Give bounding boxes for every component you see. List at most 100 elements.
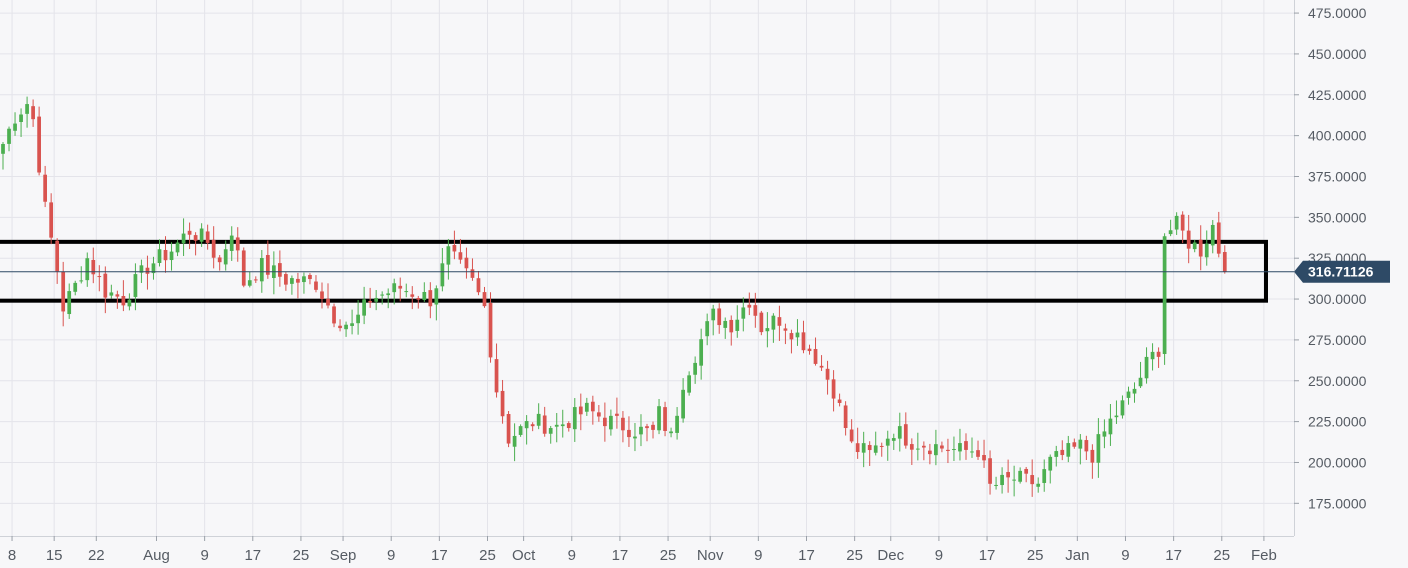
candle-up — [344, 324, 348, 330]
candle-up — [386, 293, 391, 296]
candle-down — [103, 273, 108, 298]
candle-up — [741, 307, 746, 319]
candle-up — [127, 299, 132, 307]
candle-up — [1114, 415, 1119, 418]
candle-up — [795, 332, 800, 338]
candle-up — [1096, 434, 1101, 463]
x-tick-label: 25 — [293, 547, 310, 563]
y-tick-label: 300.0000 — [1308, 291, 1367, 307]
candle-up — [1054, 451, 1059, 457]
candle-down — [506, 414, 511, 444]
candle-up — [952, 449, 956, 451]
candle-down — [145, 267, 150, 274]
candle-up — [1210, 224, 1215, 246]
candle-up — [223, 249, 228, 265]
candle-up — [199, 228, 204, 242]
candle-up — [633, 436, 637, 439]
x-tick-label: Sep — [330, 547, 357, 563]
candle-down — [578, 406, 583, 415]
candle-down — [819, 365, 824, 368]
candle-down — [1216, 222, 1221, 254]
candle-down — [1180, 214, 1185, 231]
candle-up — [1192, 242, 1197, 250]
x-tick-label: 9 — [568, 547, 576, 563]
candle-down — [1084, 440, 1089, 452]
candle-up — [572, 407, 577, 430]
candle-down — [590, 401, 595, 412]
candle-down — [849, 429, 854, 442]
candle-down — [193, 235, 198, 241]
candle-up — [1132, 388, 1137, 394]
candle-up — [302, 276, 306, 283]
candle-down — [55, 240, 60, 272]
candle-down — [789, 333, 794, 340]
candle-up — [548, 428, 553, 434]
candle-up — [1066, 443, 1071, 457]
y-tick-label: 375.0000 — [1308, 168, 1367, 184]
candle-down — [1024, 468, 1029, 474]
candle-up — [169, 251, 174, 261]
candle-down — [416, 297, 421, 300]
x-tick-label: Dec — [877, 547, 904, 563]
candle-up — [109, 292, 114, 296]
x-tick-label: Aug — [143, 547, 170, 563]
x-axis: 8 15 22 Aug 9 17 25 Sep 9 17 25 Oct 9 17 25 Nov 9 17 25 Dec… — [0, 536, 1294, 564]
candle-down — [458, 252, 463, 260]
candle-up — [79, 280, 84, 282]
candle-up — [1162, 236, 1167, 354]
candle-down — [1030, 475, 1035, 485]
candle-up — [861, 443, 866, 453]
x-tick-label: 9 — [1121, 547, 1129, 563]
candle-down — [542, 415, 547, 434]
candle-up — [247, 280, 252, 286]
candle-down — [982, 455, 986, 461]
candle-up — [350, 323, 354, 326]
y-tick-label: 400.0000 — [1308, 128, 1367, 144]
candle-down — [398, 285, 403, 289]
candle-up — [639, 426, 643, 435]
candle-up — [73, 282, 78, 292]
candle-down — [320, 291, 324, 300]
candle-up — [1108, 418, 1113, 435]
grid — [0, 0, 1294, 536]
candle-down — [217, 257, 222, 263]
candle-down — [326, 298, 330, 306]
candle-down — [241, 250, 246, 286]
candle-up — [1042, 469, 1047, 483]
y-tick-label: 175.0000 — [1308, 495, 1367, 511]
current-price-tag: 316.71126 — [1294, 260, 1390, 283]
candle-down — [946, 449, 950, 451]
candle-down — [61, 271, 66, 312]
candle-up — [1126, 391, 1131, 398]
candle-up — [1078, 439, 1083, 449]
candle-down — [855, 443, 860, 453]
candle-down — [31, 106, 35, 120]
candle-down — [988, 458, 992, 484]
x-tick-label: 25 — [846, 547, 863, 563]
candle-down — [452, 245, 457, 252]
candle-up — [609, 415, 613, 430]
x-tick-label: Oct — [512, 547, 536, 563]
x-tick-label: 17 — [1165, 547, 1182, 563]
candle-down — [627, 429, 631, 438]
candle-down — [621, 417, 625, 431]
y-tick-label: 450.0000 — [1308, 46, 1367, 62]
candle-down — [284, 274, 288, 285]
candle-down — [115, 294, 120, 297]
candle-up — [175, 242, 180, 253]
candle-down — [1186, 230, 1191, 249]
candle-down — [777, 317, 782, 326]
candle-down — [163, 249, 168, 261]
candle-down — [928, 450, 932, 455]
candle-down — [494, 359, 499, 393]
candle-down — [464, 257, 469, 269]
candle-up — [536, 413, 541, 426]
x-tick-label: 9 — [387, 547, 395, 563]
candle-down — [332, 306, 336, 324]
candle-down — [867, 444, 872, 451]
candle-up — [1, 143, 5, 154]
candle-up — [13, 123, 17, 131]
